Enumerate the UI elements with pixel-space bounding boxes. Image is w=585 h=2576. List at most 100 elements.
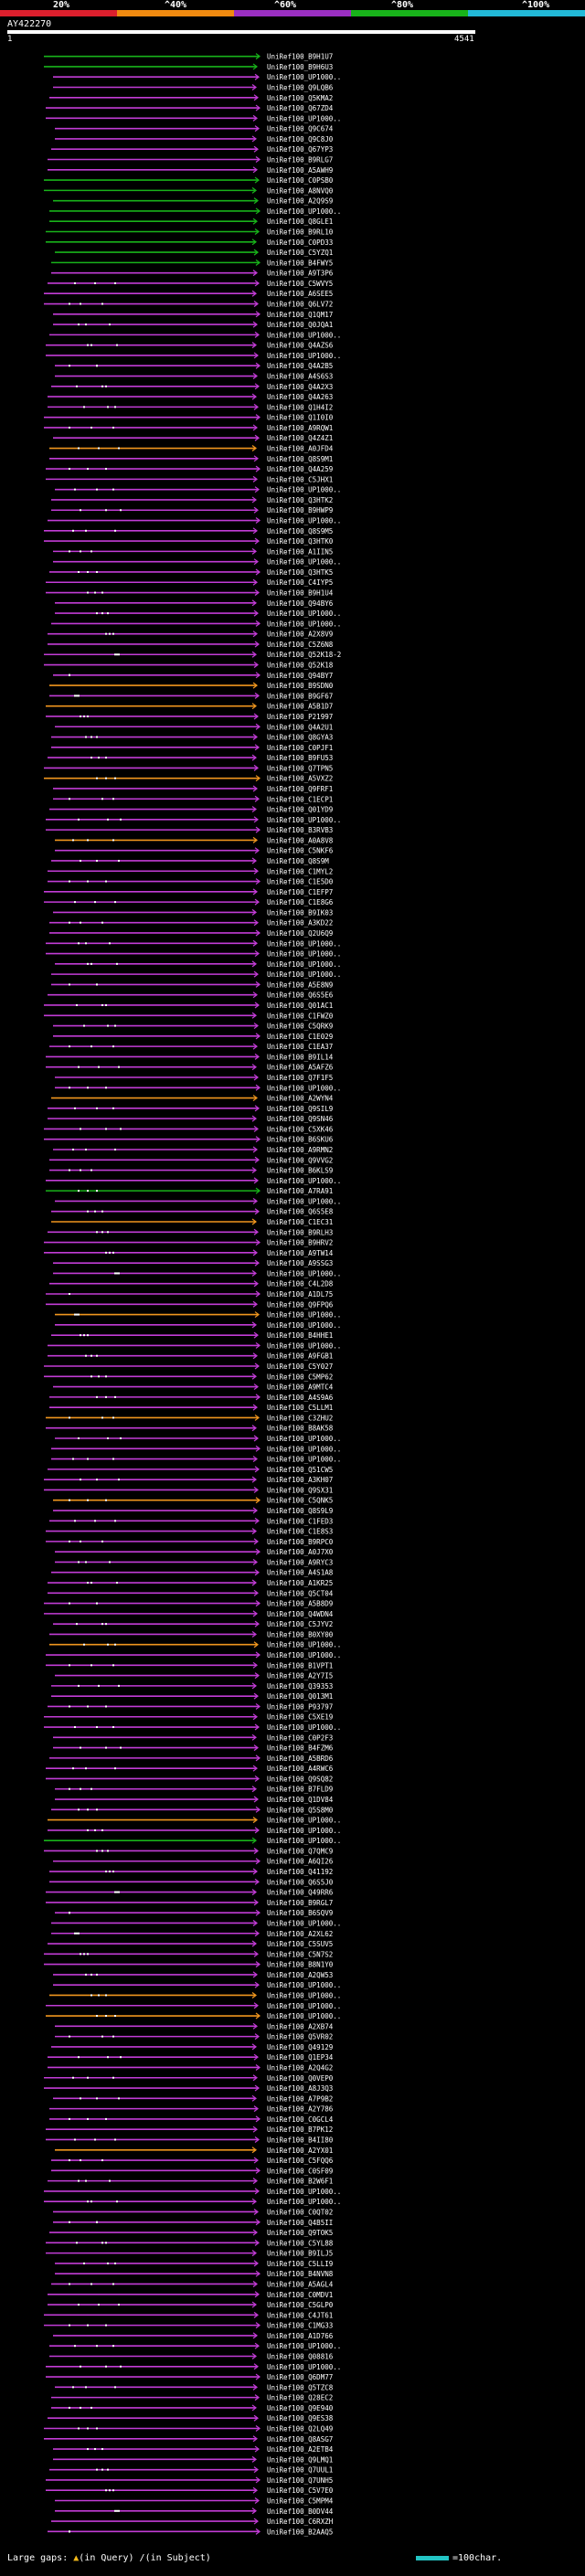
- hit-label[interactable]: UniRef100_C4IYP5: [267, 578, 333, 587]
- hit-label[interactable]: UniRef100_C5MPM4: [267, 2496, 334, 2505]
- hit-label[interactable]: UniRef100_UP1000..: [267, 610, 341, 618]
- hit-label[interactable]: UniRef100_UP1000..: [267, 939, 341, 948]
- hit-label[interactable]: UniRef100_A6QI26: [267, 1858, 334, 1866]
- hit-label[interactable]: UniRef100_UP1000..: [267, 1651, 341, 1659]
- hit-label[interactable]: UniRef100_C0MDV1: [267, 2291, 333, 2299]
- hit-label[interactable]: UniRef100_A3KH07: [267, 1476, 333, 1484]
- hit-label[interactable]: UniRef100_A1IIN5: [267, 547, 333, 556]
- hit-label[interactable]: UniRef100_C3ZHU2: [267, 1414, 333, 1422]
- hit-label[interactable]: UniRef100_A2XB74: [267, 2022, 334, 2030]
- hit-label[interactable]: UniRef100_UP1000..: [267, 1435, 341, 1443]
- hit-label[interactable]: UniRef100_A2QW53: [267, 1971, 333, 1979]
- hit-label[interactable]: UniRef100_B6SQV9: [267, 1909, 333, 1917]
- hit-label[interactable]: UniRef100_C5GLP0: [267, 2301, 334, 2309]
- hit-label[interactable]: UniRef100_C5JHX1: [267, 475, 333, 483]
- hit-label[interactable]: UniRef100_A7P9B2: [267, 2094, 333, 2103]
- hit-label[interactable]: UniRef100_Q49129: [267, 2043, 333, 2051]
- hit-label[interactable]: UniRef100_A0J7X0: [267, 1548, 334, 1556]
- hit-label[interactable]: UniRef100_C5NKF6: [267, 847, 334, 855]
- hit-label[interactable]: UniRef100_C4L2D8: [267, 1280, 334, 1288]
- hit-label[interactable]: UniRef100_Q7TPN5: [267, 764, 333, 772]
- hit-label[interactable]: UniRef100_Q2U6Q9: [267, 929, 333, 938]
- hit-label[interactable]: UniRef100_C5WVY5: [267, 280, 333, 288]
- hit-label[interactable]: UniRef100_UP1000..: [267, 2198, 341, 2206]
- hit-label[interactable]: UniRef100_A5AFZ6: [267, 1064, 334, 1072]
- hit-label[interactable]: UniRef100_Q9FRF1: [267, 785, 333, 793]
- hit-label[interactable]: UniRef100_Q1I0I0: [267, 414, 334, 422]
- hit-label[interactable]: UniRef100_B1VPT1: [267, 1661, 333, 1670]
- hit-label[interactable]: UniRef100_B9HWP9: [267, 506, 333, 514]
- hit-label[interactable]: UniRef100_P21997: [267, 713, 333, 721]
- hit-label[interactable]: UniRef100_C5Y027: [267, 1362, 333, 1371]
- hit-label[interactable]: UniRef100_UP1000..: [267, 486, 341, 494]
- hit-label[interactable]: UniRef100_Q6DM77: [267, 2373, 333, 2381]
- hit-label[interactable]: UniRef100_B4II80: [267, 2136, 334, 2144]
- hit-label[interactable]: UniRef100_UP1000..: [267, 1341, 341, 1350]
- hit-label[interactable]: UniRef100_Q4A259: [267, 465, 333, 473]
- hit-label[interactable]: UniRef100_UP1000..: [267, 1197, 341, 1205]
- hit-label[interactable]: UniRef100_A5E8N9: [267, 981, 333, 989]
- hit-label[interactable]: UniRef100_Q9SIL9: [267, 1105, 333, 1113]
- hit-label[interactable]: UniRef100_A5AWH9: [267, 166, 333, 175]
- hit-label[interactable]: UniRef100_Q2LQ49: [267, 2424, 333, 2433]
- hit-label[interactable]: UniRef100_A8J3Q3: [267, 2084, 333, 2093]
- hit-label[interactable]: UniRef100_C4JT61: [267, 2311, 333, 2319]
- hit-label[interactable]: UniRef100_A4S6S3: [267, 373, 333, 381]
- hit-label[interactable]: UniRef100_B9ILJ5: [267, 2250, 333, 2258]
- hit-label[interactable]: UniRef100_C5JYV2: [267, 1620, 333, 1628]
- hit-label[interactable]: UniRef100_Q9C674: [267, 125, 334, 133]
- hit-label[interactable]: UniRef100_C0SF09: [267, 2167, 333, 2175]
- hit-label[interactable]: UniRef100_Q8ASG7: [267, 2435, 333, 2443]
- hit-label[interactable]: UniRef100_A2WYN4: [267, 1095, 334, 1103]
- hit-label[interactable]: UniRef100_C0P2F3: [267, 1733, 333, 1742]
- hit-label[interactable]: UniRef100_B9GF67: [267, 692, 333, 700]
- hit-label[interactable]: UniRef100_UP1000..: [267, 1723, 341, 1732]
- hit-label[interactable]: UniRef100_B9H1U7: [267, 53, 333, 61]
- hit-label[interactable]: UniRef100_Q9LQB6: [267, 84, 334, 92]
- hit-label[interactable]: UniRef100_C5QNK5: [267, 1497, 333, 1505]
- hit-label[interactable]: UniRef100_Q9SN46: [267, 1115, 334, 1123]
- hit-label[interactable]: UniRef100_A9MTC4: [267, 1383, 334, 1392]
- hit-label[interactable]: UniRef100_C5YZQ1: [267, 249, 333, 257]
- hit-label[interactable]: UniRef100_A1KR25: [267, 1579, 333, 1587]
- hit-label[interactable]: UniRef100_Q7F1F5: [267, 1074, 333, 1082]
- hit-label[interactable]: UniRef100_Q0JQA1: [267, 321, 333, 329]
- hit-label[interactable]: UniRef100_Q6S5J0: [267, 1878, 334, 1886]
- hit-label[interactable]: UniRef100_Q49RR6: [267, 1889, 334, 1897]
- hit-label[interactable]: UniRef100_Q51CW5: [267, 1466, 333, 1474]
- hit-label[interactable]: UniRef100_Q8GYA3: [267, 734, 333, 742]
- hit-label[interactable]: UniRef100_UP1000..: [267, 2342, 341, 2350]
- hit-label[interactable]: UniRef100_Q1QM17: [267, 311, 333, 319]
- hit-label[interactable]: UniRef100_B9RGL7: [267, 1899, 333, 1907]
- hit-label[interactable]: UniRef100_Q1DV84: [267, 1796, 334, 1804]
- hit-label[interactable]: UniRef100_C5FQQ6: [267, 2157, 334, 2165]
- hit-label[interactable]: UniRef100_UP1000..: [267, 1817, 341, 1825]
- hit-label[interactable]: UniRef100_UP1000..: [267, 1837, 341, 1845]
- hit-label[interactable]: UniRef100_UP1000..: [267, 2188, 341, 2196]
- hit-label[interactable]: UniRef100_A1D766: [267, 2332, 334, 2340]
- hit-label[interactable]: UniRef100_Q6S5E8: [267, 1208, 334, 1216]
- hit-label[interactable]: UniRef100_Q7UNH5: [267, 2476, 333, 2485]
- hit-label[interactable]: UniRef100_C5LLM1: [267, 1404, 333, 1412]
- hit-label[interactable]: UniRef100_C5V7E0: [267, 2486, 334, 2495]
- hit-label[interactable]: UniRef100_UP1000..: [267, 1827, 341, 1835]
- hit-label[interactable]: UniRef100_P93797: [267, 1702, 333, 1711]
- hit-label[interactable]: UniRef100_B8N1Y0: [267, 1961, 334, 1969]
- hit-label[interactable]: UniRef100_A9RMN2: [267, 1146, 333, 1154]
- hit-label[interactable]: UniRef100_B8AK58: [267, 1425, 334, 1433]
- hit-label[interactable]: UniRef100_C1EFP7: [267, 888, 333, 896]
- hit-label[interactable]: UniRef100_UP1000..: [267, 1919, 341, 1927]
- hit-label[interactable]: UniRef100_B9RPC0: [267, 1538, 334, 1546]
- hit-label[interactable]: UniRef100_Q8S9M1: [267, 455, 333, 463]
- hit-label[interactable]: UniRef100_C0QT02: [267, 2208, 333, 2216]
- hit-label[interactable]: UniRef100_B9SDN0: [267, 682, 334, 690]
- hit-label[interactable]: UniRef100_UP1000..: [267, 970, 341, 979]
- hit-label[interactable]: UniRef100_UP1000..: [267, 1641, 341, 1649]
- hit-label[interactable]: UniRef100_UP1000..: [267, 1177, 341, 1185]
- hit-label[interactable]: UniRef100_A2ETB4: [267, 2445, 334, 2454]
- hit-label[interactable]: UniRef100_Q3HTK5: [267, 568, 333, 577]
- hit-label[interactable]: UniRef100_UP1000..: [267, 1321, 341, 1330]
- hit-label[interactable]: UniRef100_UP1000..: [267, 1084, 341, 1092]
- hit-label[interactable]: UniRef100_A9FGB1: [267, 1352, 333, 1361]
- hit-label[interactable]: UniRef100_UP1000..: [267, 1456, 341, 1464]
